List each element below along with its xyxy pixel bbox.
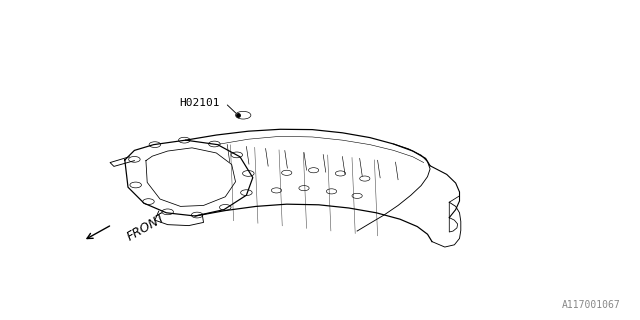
Text: FRONT: FRONT (125, 211, 168, 244)
Text: H02101: H02101 (179, 98, 220, 108)
Text: A117001067: A117001067 (562, 300, 621, 310)
